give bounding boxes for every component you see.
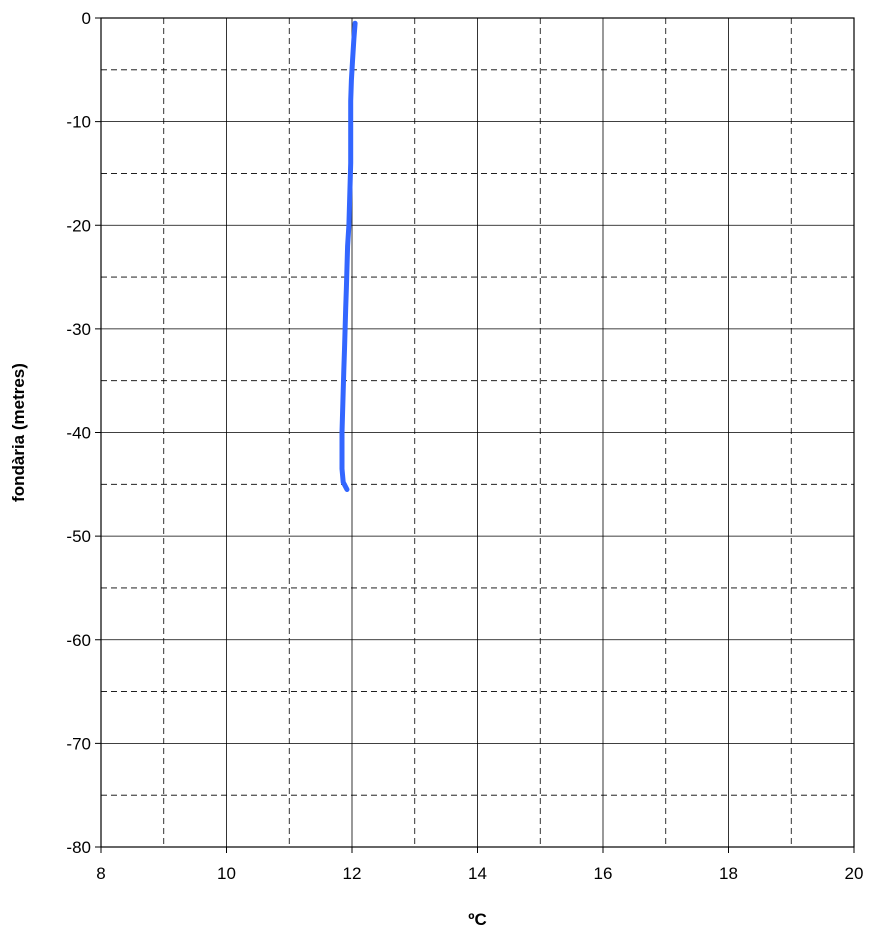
y-tick-label: -50 (66, 527, 91, 546)
y-tick-label: -80 (66, 838, 91, 857)
x-tick-label: 12 (343, 864, 362, 883)
x-axis-title: ºC (468, 910, 487, 929)
x-tick-label: 10 (217, 864, 236, 883)
x-axis-ticks: 8 10 12 14 16 18 20 (96, 847, 863, 883)
y-tick-label: -60 (66, 631, 91, 650)
x-tick-label: 8 (96, 864, 105, 883)
grid (100, 17, 855, 848)
series-group (339, 20, 358, 492)
y-axis-ticks: 0 -10 -20 -30 -40 -50 -60 -70 -80 (66, 9, 101, 857)
x-tick-label: 18 (719, 864, 738, 883)
x-tick-label: 14 (468, 864, 487, 883)
y-axis-title: fondària (metres) (9, 363, 28, 502)
y-tick-label: -30 (66, 320, 91, 339)
x-tick-label: 20 (845, 864, 864, 883)
y-tick-label: -70 (66, 734, 91, 753)
series-line-0 (339, 20, 358, 492)
y-tick-label: -20 (66, 216, 91, 235)
x-tick-label: 16 (594, 864, 613, 883)
y-tick-label: -40 (66, 424, 91, 443)
y-tick-label: -10 (66, 113, 91, 132)
y-tick-label: 0 (82, 9, 91, 28)
